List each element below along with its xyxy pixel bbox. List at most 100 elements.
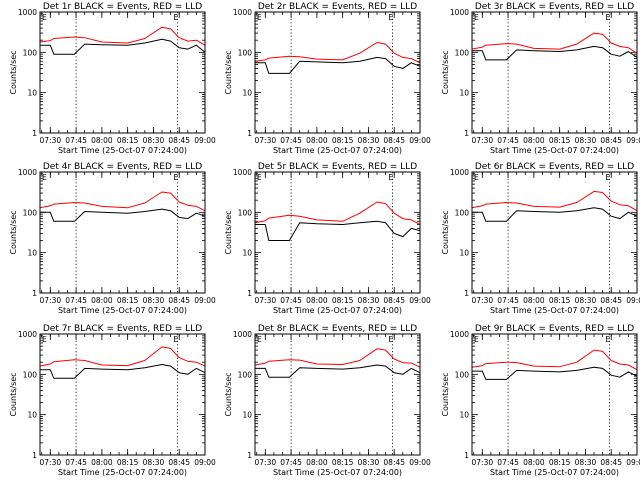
time-marker-label: E — [257, 335, 262, 344]
y-tick-label: 100 — [455, 208, 470, 217]
time-marker-label: E — [605, 173, 610, 182]
time-marker-label: E — [173, 13, 178, 22]
series-lld-line — [39, 346, 206, 367]
x-tick-label: 08:30 — [143, 136, 165, 145]
x-tick-label: 08:15 — [549, 136, 571, 145]
detector-panel-1: Det 1r BLACK = Events, RED = LLD Counts/s… — [9, 2, 216, 155]
x-tick-label: 07:45 — [65, 458, 87, 467]
x-tick-label: 08:15 — [332, 136, 354, 145]
x-tick-label: 09:00 — [194, 458, 216, 467]
x-axis-label: Start Time (25-Oct-07 07:24:00) — [58, 468, 187, 477]
x-tick-label: 08:00 — [306, 136, 328, 145]
x-tick-label: 07:45 — [280, 458, 302, 467]
y-tick-label: 100 — [455, 48, 470, 57]
plot-frame — [39, 171, 206, 294]
time-marker-label: E — [42, 13, 47, 22]
x-tick-label: 08:15 — [332, 296, 354, 305]
plot-frame — [39, 333, 206, 456]
x-tick-label: 07:45 — [280, 296, 302, 305]
y-axis-label: Counts/sec — [441, 210, 450, 254]
y-axis-label: Counts/sec — [9, 50, 18, 94]
x-tick-label: 07:45 — [497, 296, 519, 305]
x-tick-label: 07:30 — [40, 296, 62, 305]
y-axis-label: Counts/sec — [224, 50, 233, 94]
x-tick-label: 07:30 — [40, 136, 62, 145]
series-lld-line — [471, 32, 638, 54]
x-axis-label: Start Time (25-Oct-07 07:24:00) — [58, 146, 187, 155]
y-tick-label: 1 — [464, 451, 469, 460]
series-events-line — [255, 56, 421, 74]
x-tick-label: 08:45 — [600, 136, 622, 145]
detector-panel-8: Det 8r BLACK = Events, RED = LLD Counts/s… — [224, 324, 431, 477]
x-tick-label: 08:15 — [549, 296, 571, 305]
x-tick-label: 08:45 — [383, 458, 405, 467]
panel-title: Det 9r BLACK = Events, RED = LLD — [475, 324, 634, 334]
y-tick-label: 1 — [464, 289, 469, 298]
x-axis-label: Start Time (25-Oct-07 07:24:00) — [490, 146, 619, 155]
x-tick-label: 09:00 — [409, 296, 431, 305]
plot-frame — [254, 11, 421, 134]
y-tick-label: 1 — [32, 129, 37, 138]
y-tick-label: 10 — [459, 411, 469, 420]
x-tick-label: 08:30 — [575, 458, 597, 467]
x-axis-label: Start Time (25-Oct-07 07:24:00) — [273, 468, 402, 477]
series-events-line — [40, 208, 206, 222]
y-axis-label: Counts/sec — [441, 50, 450, 94]
time-marker-label: E — [173, 335, 178, 344]
y-tick-label: 100 — [238, 208, 253, 217]
y-tick-label: 1 — [32, 289, 37, 298]
x-tick-label: 09:00 — [194, 296, 216, 305]
x-tick-label: 07:45 — [497, 458, 519, 467]
panel-title: Det 8r BLACK = Events, RED = LLD — [258, 324, 417, 334]
detector-panel-3: Det 3r BLACK = Events, RED = LLD Counts/s… — [441, 2, 640, 155]
y-axis-label: Counts/sec — [9, 210, 18, 254]
x-tick-label: 08:30 — [143, 296, 165, 305]
y-tick-label: 100 — [23, 48, 38, 57]
x-tick-label: 08:00 — [91, 458, 113, 467]
time-marker-label: E — [42, 335, 47, 344]
time-marker-label: E — [474, 173, 479, 182]
y-tick-label: 1 — [247, 289, 252, 298]
time-marker-label: E — [605, 335, 610, 344]
y-tick-label: 1 — [247, 129, 252, 138]
detector-panel-4: Det 4r BLACK = Events, RED = LLD Counts/s… — [9, 162, 216, 315]
series-events-line — [472, 366, 638, 380]
series-lld-line — [471, 190, 638, 212]
x-tick-label: 08:45 — [168, 458, 190, 467]
x-tick-label: 08:00 — [523, 458, 545, 467]
x-tick-label: 09:00 — [409, 136, 431, 145]
y-tick-label: 1000 — [233, 168, 252, 177]
x-tick-label: 08:30 — [358, 136, 380, 145]
panel-title: Det 3r BLACK = Events, RED = LLD — [475, 2, 634, 12]
panel-title: Det 6r BLACK = Events, RED = LLD — [475, 162, 634, 172]
series-lld-line — [254, 42, 421, 64]
y-tick-label: 10 — [242, 249, 252, 258]
y-axis-label: Counts/sec — [9, 372, 18, 416]
y-tick-label: 10 — [242, 89, 252, 98]
x-axis-label: Start Time (25-Oct-07 07:24:00) — [273, 306, 402, 315]
y-tick-label: 1 — [247, 451, 252, 460]
y-tick-label: 1 — [464, 129, 469, 138]
x-tick-label: 08:45 — [383, 136, 405, 145]
x-tick-label: 08:30 — [358, 296, 380, 305]
x-tick-label: 07:30 — [255, 296, 277, 305]
x-tick-label: 08:15 — [117, 296, 139, 305]
y-tick-label: 1000 — [233, 330, 252, 339]
x-tick-label: 07:30 — [472, 136, 494, 145]
y-tick-label: 1000 — [18, 330, 37, 339]
series-events-line — [472, 45, 638, 61]
x-tick-label: 08:45 — [600, 458, 622, 467]
x-tick-label: 08:00 — [306, 458, 328, 467]
x-tick-label: 08:15 — [117, 136, 139, 145]
detector-panel-7: Det 7r BLACK = Events, RED = LLD Counts/s… — [9, 324, 216, 477]
series-events-line — [255, 364, 421, 378]
panel-title: Det 4r BLACK = Events, RED = LLD — [43, 162, 202, 172]
plot-frame — [39, 11, 206, 134]
time-marker-label: E — [173, 173, 178, 182]
y-tick-label: 100 — [23, 370, 38, 379]
x-tick-label: 09:00 — [626, 296, 640, 305]
series-lld-line — [39, 26, 206, 46]
y-tick-label: 10 — [459, 249, 469, 258]
x-tick-label: 07:45 — [65, 136, 87, 145]
series-lld-line — [254, 201, 421, 225]
